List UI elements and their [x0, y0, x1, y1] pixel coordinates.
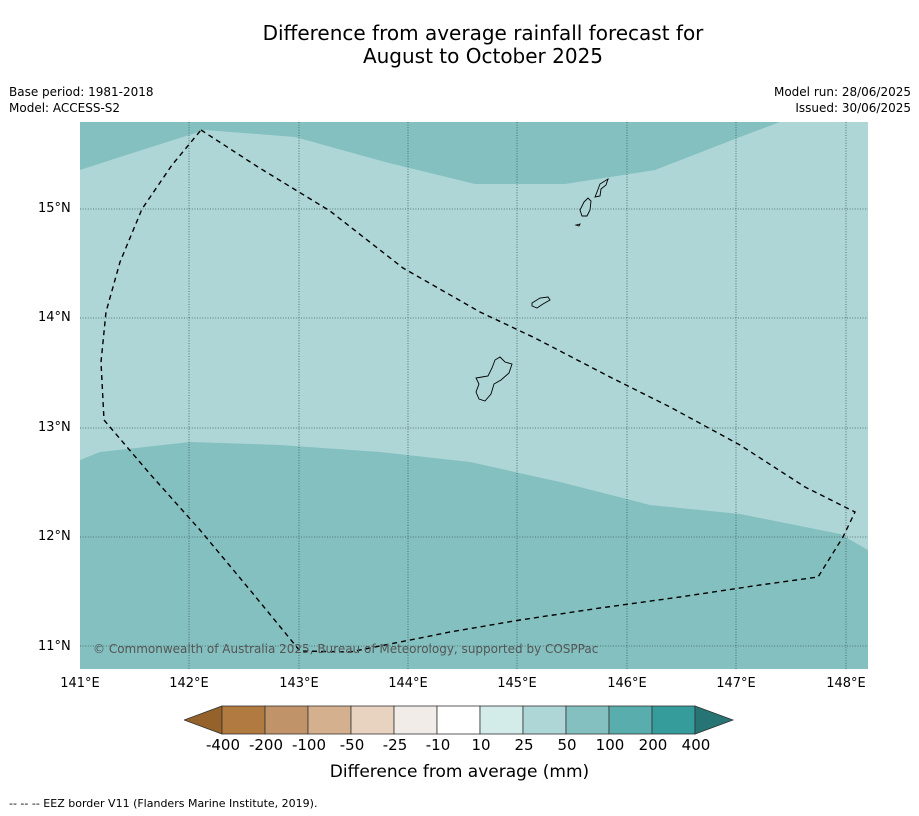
- colorbar-title: Difference from average (mm): [329, 762, 590, 782]
- colorbar-cell: [436, 705, 481, 735]
- colorbar-cell: [221, 705, 266, 735]
- graticule: [80, 122, 868, 669]
- colorbar: [184, 705, 735, 735]
- colorbar-label: -400: [205, 736, 241, 754]
- region-top-50-100: [80, 122, 780, 184]
- issued-date: Issued: 30/06/2025: [795, 101, 911, 115]
- colorbar-cell: [565, 705, 610, 735]
- map-title: Difference from average rainfall forecas…: [0, 22, 919, 68]
- title-line-2: August to October 2025: [362, 44, 604, 68]
- island-saipan: [594, 177, 609, 198]
- colorbar-cell: [264, 705, 309, 735]
- colorbar-label: -100: [291, 736, 327, 754]
- model-run: Model run: 28/06/2025: [773, 85, 911, 99]
- lon-label-141: 141°E: [60, 676, 100, 691]
- copyright-text: © Commonwealth of Australia 2025, Bureau…: [93, 642, 599, 656]
- model-name: Model: ACCESS-S2: [9, 101, 121, 115]
- colorbar-cell: [350, 705, 395, 735]
- meta-right: Model run: 28/06/2025 Issued: 30/06/2025: [774, 84, 911, 116]
- colorbar-label: -10: [425, 736, 451, 754]
- colorbar-label: 25: [514, 736, 534, 754]
- lat-label-14: 14°N: [38, 310, 71, 325]
- region-bottom-50-100: [80, 442, 868, 669]
- colorbar-cell: [651, 705, 696, 735]
- map-panel: [80, 122, 868, 669]
- colorbar-cell: [522, 705, 567, 735]
- lat-label-13: 13°N: [38, 420, 71, 435]
- lon-label-144: 144°E: [388, 676, 428, 691]
- island-rota: [531, 296, 551, 309]
- lon-label-145: 145°E: [497, 676, 537, 691]
- colorbar-arrow-low: [184, 705, 223, 735]
- island-aguijan: [574, 223, 581, 227]
- colorbar-label: -25: [382, 736, 408, 754]
- lon-label-143: 143°E: [279, 676, 319, 691]
- title-line-1: Difference from average rainfall forecas…: [262, 21, 704, 45]
- lat-label-12: 12°N: [38, 529, 71, 544]
- island-tinian: [579, 197, 592, 217]
- colorbar-label: 50: [557, 736, 577, 754]
- colorbar-cell: [479, 705, 524, 735]
- colorbar-cell: [307, 705, 352, 735]
- colorbar-label: -200: [248, 736, 284, 754]
- eez-border: [100, 129, 856, 653]
- colorbar-cell: [608, 705, 653, 735]
- islands: [475, 177, 609, 402]
- map-svg: [80, 122, 868, 669]
- colorbar-cell: [393, 705, 438, 735]
- colorbar-label: 200: [638, 736, 668, 754]
- lon-label-142: 142°E: [169, 676, 209, 691]
- eez-footnote: -- -- -- EEZ border V11 (Flanders Marine…: [9, 797, 318, 810]
- lat-label-11: 11°N: [38, 639, 71, 654]
- lon-label-147: 147°E: [716, 676, 756, 691]
- lon-label-148: 148°E: [826, 676, 866, 691]
- base-period: Base period: 1981-2018: [9, 85, 154, 99]
- island-guam: [475, 356, 513, 402]
- colorbar-label: -50: [339, 736, 365, 754]
- colorbar-arrow-high: [694, 705, 735, 735]
- lon-label-146: 146°E: [607, 676, 647, 691]
- colorbar-label: 10: [471, 736, 491, 754]
- colorbar-label: 100: [595, 736, 625, 754]
- colorbar-label: 400: [681, 736, 711, 754]
- meta-left: Base period: 1981-2018 Model: ACCESS-S2: [9, 84, 154, 116]
- lat-label-15: 15°N: [38, 201, 71, 216]
